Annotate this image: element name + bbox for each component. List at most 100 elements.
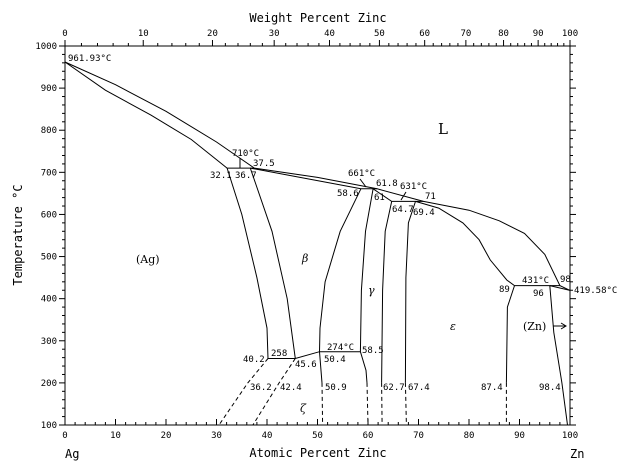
top-axis-title: Weight Percent Zinc: [249, 11, 386, 25]
metastable-boundary: [404, 382, 407, 426]
y-tick-label: 100: [41, 421, 57, 431]
phase-label-zeta: ζ: [300, 402, 307, 415]
right-element-label: Zn: [570, 447, 584, 461]
annotation: 61: [374, 193, 385, 203]
x-tick-label: 60: [363, 431, 374, 441]
metastable-boundary: [218, 358, 269, 426]
annotation: 274°C: [327, 343, 354, 353]
annotation: 69.4: [413, 208, 435, 218]
annotation: 32.1: [210, 171, 232, 181]
phase-label-zn: (Zn): [523, 320, 546, 333]
annotation: 61.8: [376, 179, 398, 189]
annotation: 961.93°C: [68, 54, 111, 64]
x-tick-label: 40: [262, 431, 273, 441]
phase-boundary: [415, 200, 560, 287]
annotation: 64.7: [392, 205, 414, 215]
x-tick-label: 30: [211, 431, 222, 441]
annotation: 631°C: [400, 182, 427, 192]
annotation: 58.5: [362, 346, 384, 356]
annotation: 40.2: [243, 355, 265, 365]
phase-boundary: [64, 61, 571, 291]
y-axis-title: Temperature °C: [11, 184, 25, 285]
y-tick-label: 700: [41, 168, 57, 178]
annotation: 258: [271, 349, 287, 359]
annotation: 36.2: [250, 383, 272, 393]
annotation: 67.4: [408, 383, 430, 393]
plot-frame: [64, 45, 571, 426]
arrow-icon: [553, 322, 567, 330]
left-element-label: Ag: [65, 447, 79, 461]
top-tick-label: 50: [374, 29, 385, 39]
x-tick-label: 10: [110, 431, 121, 441]
annotation: 45.6: [295, 360, 317, 370]
phase-boundary: [381, 201, 393, 383]
phase-boundary: [318, 188, 362, 383]
phase-label-epsilon: ε: [450, 320, 456, 333]
annotation: 62.7: [383, 383, 405, 393]
annotation: 50.9: [325, 383, 347, 393]
bottom-axis-title: Atomic Percent Zinc: [249, 446, 386, 460]
y-tick-label: 400: [41, 295, 57, 305]
phase-boundary: [64, 61, 255, 169]
annotation: 710°C: [232, 149, 259, 159]
annotation: 36.7: [235, 171, 257, 181]
phase-label-ag: (Ag): [136, 253, 160, 266]
y-tick-label: 600: [41, 210, 57, 220]
top-tick-label: 70: [460, 29, 471, 39]
x-tick-label: 100: [562, 431, 578, 441]
phase-label-gamma: γ: [368, 284, 375, 297]
y-tick-label: 900: [41, 84, 57, 94]
top-tick-label: 20: [207, 29, 218, 39]
y-tick-label: 200: [41, 379, 57, 389]
annotation: 661°C: [348, 169, 375, 179]
phase-boundary: [226, 167, 361, 359]
top-tick-label: 80: [498, 29, 509, 39]
annotation: 71: [425, 192, 436, 202]
x-tick-label: 90: [514, 431, 525, 441]
x-tick-label: 0: [62, 431, 67, 441]
y-tick-label: 1000: [35, 42, 57, 52]
phase-boundary: [404, 201, 416, 383]
annotations: 961.93°C 710°C 37.5 32.1 36.7 661°C 61.8…: [68, 54, 617, 393]
x-tick-label: 70: [413, 431, 424, 441]
arrow-icon: [359, 178, 367, 188]
top-tick-label: 90: [533, 29, 544, 39]
metastable-boundary: [381, 382, 383, 426]
y-tick-label: 500: [41, 253, 57, 263]
y-tick-label: 800: [41, 126, 57, 136]
x-tick-label: 50: [312, 431, 323, 441]
annotation: 50.4: [324, 355, 346, 365]
top-tick-label: 60: [419, 29, 430, 39]
annotation: 87.4: [481, 383, 503, 393]
annotation: 419.58°C: [574, 286, 617, 296]
top-tick-label: 100: [562, 29, 578, 39]
phase-boundaries: [64, 61, 571, 426]
annotation: 58.6: [337, 189, 359, 199]
annotation: 431°C: [522, 276, 549, 286]
annotation: 89: [499, 285, 510, 295]
annotation: 98: [560, 275, 571, 285]
top-tick-label: 10: [138, 29, 149, 39]
top-tick-label: 40: [324, 29, 335, 39]
metastable-boundary: [252, 358, 296, 426]
annotation: 98.4: [539, 383, 561, 393]
y-tick-label: 300: [41, 337, 57, 347]
annotation: 42.4: [280, 383, 302, 393]
phase-boundary: [359, 188, 374, 383]
annotation: 96: [533, 289, 544, 299]
phase-boundary: [250, 167, 378, 190]
phase-boundary: [249, 167, 296, 359]
top-tick-label: 30: [269, 29, 280, 39]
axes: 0 10 20 30 40 50 60 70 80 90 100100200300400500600…: [35, 29, 578, 441]
metastable-boundary: [321, 382, 324, 426]
annotation: 37.5: [253, 159, 275, 169]
top-tick-label: 0: [62, 29, 67, 39]
metastable-boundary: [366, 382, 369, 426]
phase-boundary: [549, 285, 568, 426]
x-tick-label: 80: [464, 431, 475, 441]
phase-boundary: [549, 285, 571, 291]
phase-boundary: [505, 285, 515, 383]
arrow-icon: [400, 191, 407, 201]
phase-label-beta: β: [301, 252, 308, 265]
